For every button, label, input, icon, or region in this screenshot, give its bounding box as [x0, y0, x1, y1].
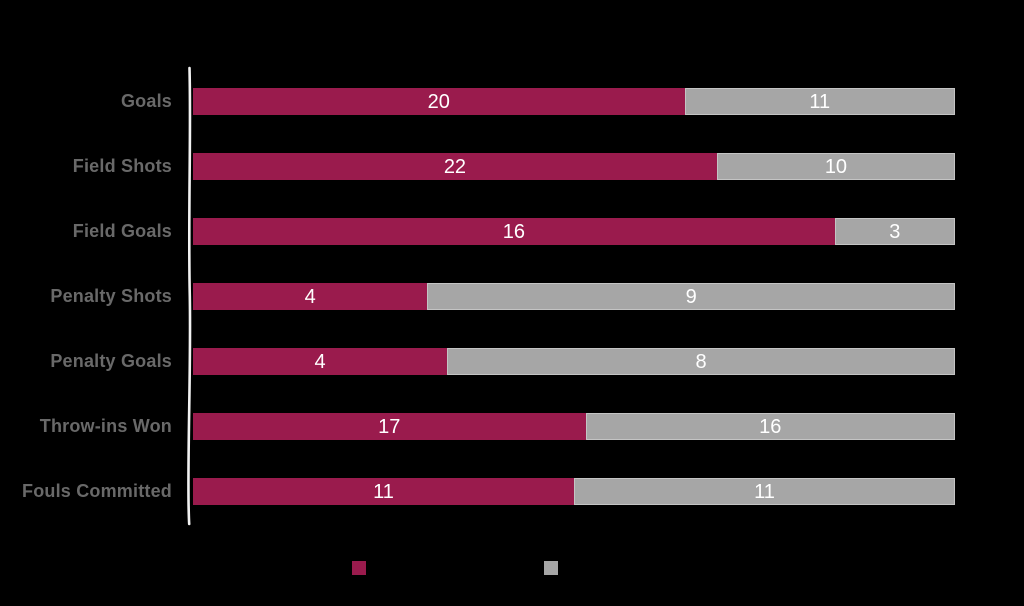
segment-value-label: 4: [314, 350, 326, 373]
segment-value-label: 11: [373, 480, 394, 503]
bar-segment-maroon: 4: [193, 283, 428, 310]
bar-segment-maroon: 4: [193, 348, 447, 375]
bar-segment-gray: 10: [716, 153, 955, 180]
bar-segment-gray: 11: [684, 88, 955, 115]
chart-row: Fouls Committed 11 11: [0, 478, 1024, 505]
chart-row: Goals 20 11: [0, 88, 1024, 115]
category-label: Throw-ins Won: [39, 416, 172, 436]
bar-segment-maroon: 11: [193, 478, 574, 505]
bar-track: 16 3: [193, 218, 955, 245]
category-label: Penalty Goals: [50, 351, 172, 371]
chart-row: Field Goals 16 3: [0, 218, 1024, 245]
category-label: Field Shots: [72, 156, 172, 176]
segment-value-label: 16: [759, 415, 782, 438]
bar-segment-maroon: 17: [193, 413, 586, 440]
bar-segment-gray: 16: [585, 413, 955, 440]
bar-track: 22 10: [193, 153, 955, 180]
segment-value-label: 10: [824, 155, 848, 178]
legend-swatch-maroon: [352, 561, 366, 575]
segment-value-label: 17: [378, 415, 401, 438]
segment-value-label: 9: [685, 285, 697, 308]
legend: [0, 561, 1024, 577]
category-label: Fouls Committed: [22, 481, 172, 501]
chart-row: Field Shots 22 10: [0, 153, 1024, 180]
y-axis-line: [187, 66, 192, 526]
chart-row: Throw-ins Won 17 16: [0, 413, 1024, 440]
bar-segment-maroon: 16: [193, 218, 835, 245]
segment-value-label: 16: [502, 220, 525, 243]
bar-segment-maroon: 20: [193, 88, 685, 115]
segment-value-label: 22: [443, 155, 467, 178]
segment-value-label: 11: [809, 90, 831, 113]
category-label: Goals: [120, 91, 172, 111]
bar-segment-gray: 9: [427, 283, 955, 310]
category-label: Field Goals: [72, 221, 172, 241]
bar-segment-gray: 11: [574, 478, 955, 505]
segment-value-label: 8: [695, 350, 707, 373]
segment-value-label: 3: [889, 220, 901, 243]
bar-track: 11 11: [193, 478, 955, 505]
chart-row: Penalty Shots 4 9: [0, 283, 1024, 310]
segment-value-label: 4: [304, 285, 316, 308]
segment-value-label: 11: [754, 480, 775, 503]
bar-track: 20 11: [193, 88, 955, 115]
legend-swatch-gray: [544, 561, 558, 575]
chart-row: Penalty Goals 4 8: [0, 348, 1024, 375]
bar-segment-gray: 8: [447, 348, 955, 375]
category-label: Penalty Shots: [50, 286, 172, 306]
bar-segment-maroon: 22: [193, 153, 717, 180]
segment-value-label: 20: [427, 90, 450, 113]
bar-track: 17 16: [193, 413, 955, 440]
bar-segment-gray: 3: [834, 218, 955, 245]
